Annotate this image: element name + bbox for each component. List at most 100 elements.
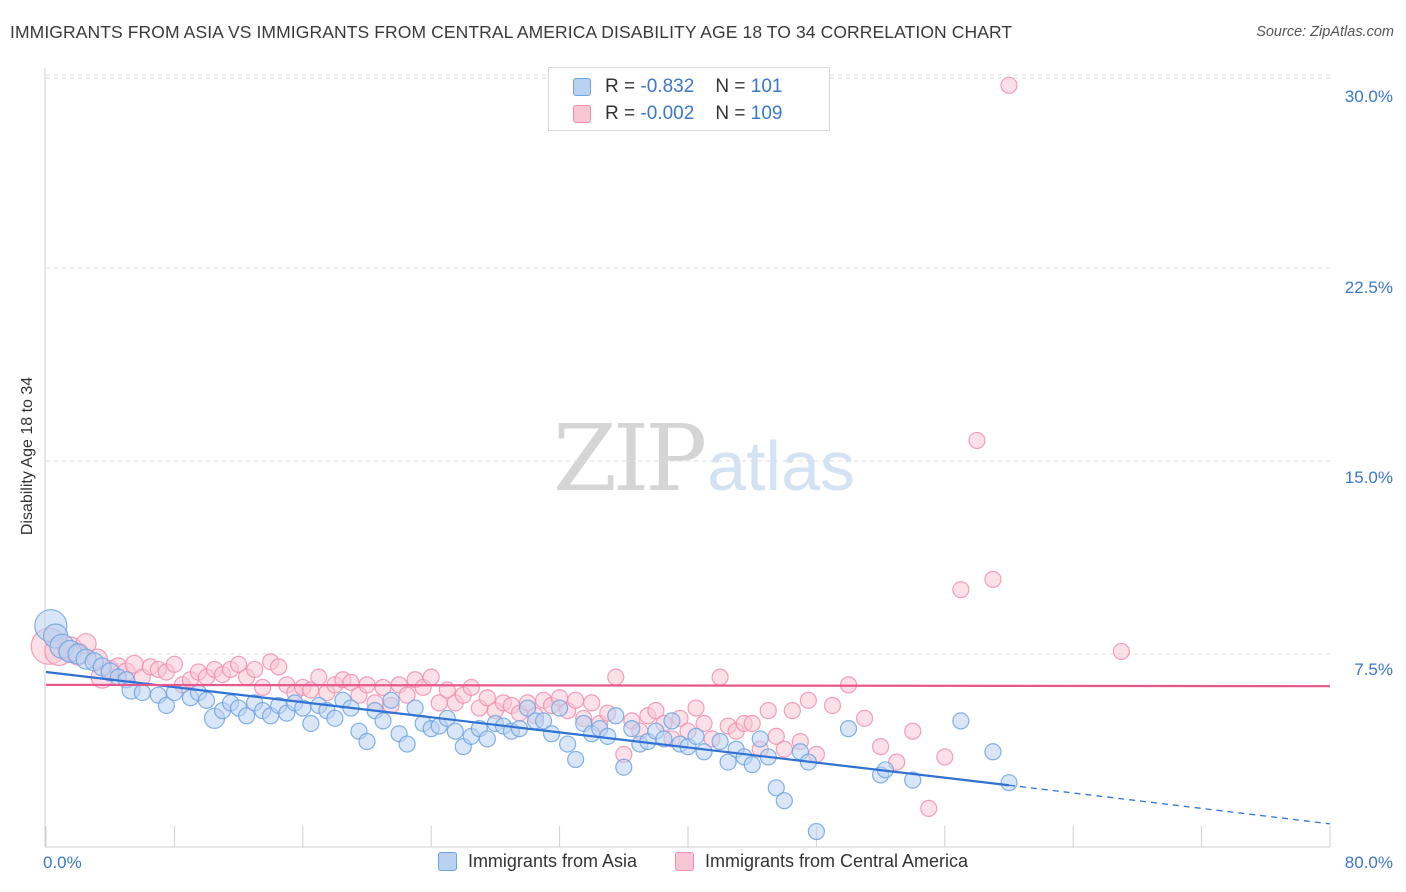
asia-point (406, 699, 424, 717)
n-value: 101 (750, 76, 783, 97)
central-america-point (920, 799, 938, 818)
stats-legend: R = -0.832 N = 101 R = -0.002 N = 109 (548, 67, 830, 131)
asia-point (542, 725, 561, 743)
asia-point (687, 727, 705, 745)
central-america-point (478, 689, 496, 707)
central-america-point (799, 691, 817, 709)
central-america-swatch (674, 852, 694, 871)
y-tick-label: 7.5% (1354, 660, 1393, 679)
asia-point (711, 732, 729, 751)
asia-point (767, 779, 785, 797)
asia-point (302, 714, 320, 733)
central-america-point (310, 668, 328, 686)
central-america-point (823, 696, 842, 715)
asia-point (238, 707, 256, 725)
y-tick-label: 22.5% (1344, 278, 1393, 297)
asia-point (518, 699, 537, 717)
asia-point (984, 743, 1002, 761)
central-america-point (165, 655, 183, 673)
asia-point (358, 732, 376, 751)
x-tick-label: 80.0% (1344, 853, 1393, 872)
central-america-point (254, 678, 272, 697)
y-axis-label: Disability Age 18 to 34 (19, 376, 36, 536)
asia-point (807, 822, 826, 841)
central-america-point (711, 668, 729, 686)
central-america-point (775, 740, 793, 758)
central-america-point (462, 678, 480, 697)
legend-item-asia[interactable]: Immigrants from Asia (437, 851, 637, 872)
central-america-trendline (45, 683, 1331, 688)
asia-point (559, 735, 577, 753)
asia-point (615, 758, 633, 776)
r-value: -0.002 (640, 103, 695, 124)
central-america-point (567, 691, 585, 709)
central-america-swatch (573, 105, 591, 123)
asia-point (839, 720, 858, 738)
legend-label: Immigrants from Asia (467, 851, 637, 871)
asia-swatch (573, 78, 591, 96)
asia-point (623, 720, 641, 738)
legend-label: Immigrants from Central America (704, 851, 969, 871)
central-america-point (422, 668, 440, 686)
asia-point (904, 771, 922, 789)
chart-title: IMMIGRANTS FROM ASIA VS IMMIGRANTS FROM … (10, 22, 1013, 42)
central-america-point (687, 699, 705, 717)
asia-point (382, 691, 400, 709)
asia-point (478, 730, 496, 748)
asia-point (743, 756, 761, 774)
asia-point (663, 712, 681, 730)
central-america-point (246, 660, 264, 679)
asia-point (326, 709, 344, 727)
stats-row-asia: R = -0.832 N = 101 (573, 74, 782, 100)
central-america-point (936, 748, 954, 766)
r-value: -0.832 (640, 76, 695, 97)
central-america-point (583, 694, 601, 712)
asia-point (374, 712, 392, 730)
source-label: Source: ZipAtlas.com (1256, 24, 1394, 40)
asia-trendline-extension (1008, 784, 1331, 825)
central-america-point (695, 714, 713, 733)
central-america-point (607, 668, 625, 686)
asia-point (567, 750, 585, 769)
asia-point (775, 792, 793, 810)
legend-item-central-america[interactable]: Immigrants from Central America (674, 851, 969, 872)
central-america-point (647, 702, 665, 720)
central-america-point (230, 655, 248, 673)
asia-point (446, 722, 464, 740)
central-america-point (1000, 76, 1018, 94)
n-value: 109 (750, 103, 783, 124)
central-america-point (783, 702, 801, 720)
n-label: N = (715, 76, 746, 97)
asia-point (534, 712, 553, 730)
central-america-point (984, 570, 1002, 588)
central-america-point (952, 581, 970, 599)
asia-point (607, 707, 625, 725)
asia-point (197, 691, 216, 709)
central-america-point (904, 722, 922, 740)
central-america-point (855, 709, 874, 727)
asia-point (655, 730, 673, 748)
central-america-point (759, 702, 777, 720)
asia-point (1000, 774, 1018, 792)
asia-point (695, 743, 713, 761)
asia-point (133, 683, 151, 702)
r-label: R = (605, 103, 636, 124)
y-tick-label: 30.0% (1344, 87, 1393, 106)
central-america-point (871, 738, 890, 756)
central-america-point (743, 714, 761, 733)
central-america-point (968, 431, 986, 450)
n-label: N = (715, 103, 746, 124)
asia-trendline (45, 670, 1010, 787)
stats-row-central-america: R = -0.002 N = 109 (573, 101, 782, 127)
asia-point (157, 696, 175, 715)
central-america-point (270, 658, 288, 676)
central-america-point (1112, 642, 1130, 661)
central-america-point (398, 686, 416, 704)
y-tick-label: 15.0% (1344, 468, 1393, 487)
r-label: R = (605, 76, 636, 97)
x-tick-label: 0.0% (43, 853, 82, 872)
series-legend: Immigrants from Asia Immigrants from Cen… (0, 851, 1406, 872)
asia-point (719, 753, 737, 771)
asia-point (550, 699, 569, 717)
